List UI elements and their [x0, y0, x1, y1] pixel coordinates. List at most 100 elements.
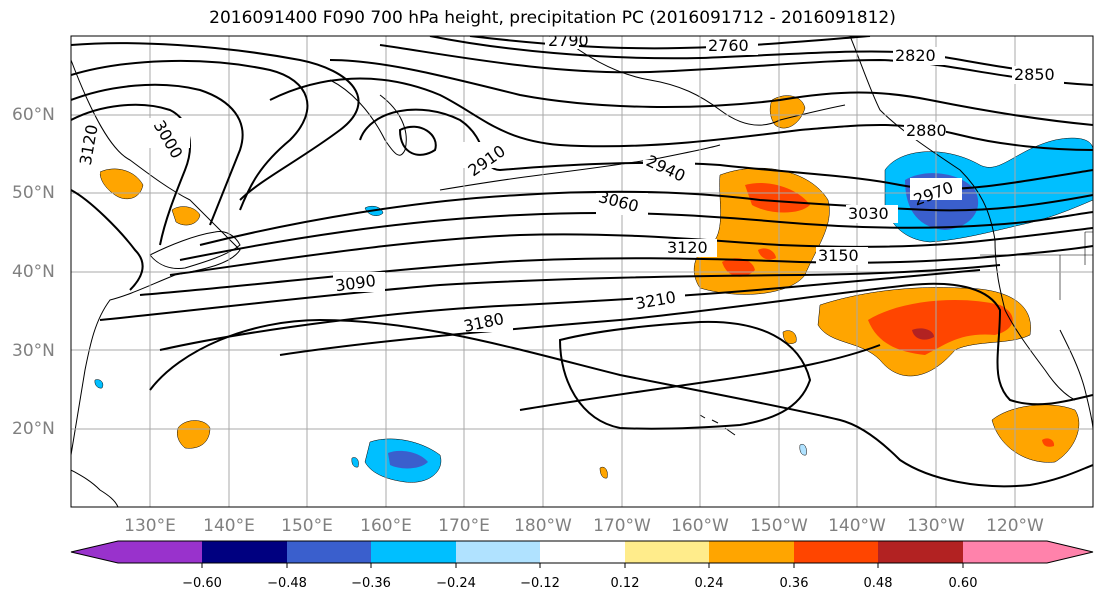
colorbar-tick-label: −0.48 [267, 576, 307, 591]
negative-anomaly-region [351, 457, 359, 468]
colorbar-tick-label: −0.24 [436, 576, 476, 591]
north-america-coastline [849, 36, 1076, 401]
negative-anomaly-core [388, 450, 428, 469]
positive-anomaly-region [782, 330, 797, 344]
colorbar-tick-label: 0.48 [864, 576, 893, 591]
colorbar-tick-label: 0.36 [780, 576, 809, 591]
lon-label: 160°W [671, 516, 729, 536]
contour-label: 2820 [895, 46, 936, 65]
contour-label: 2760 [708, 36, 749, 55]
contour-label: 3150 [818, 246, 859, 265]
contour-line [519, 344, 881, 411]
positive-anomaly-core [1042, 438, 1055, 447]
colorbar-tick-label: −0.60 [182, 576, 222, 591]
lon-label: 130°E [124, 516, 176, 536]
lat-label: 50°N [12, 183, 55, 203]
lon-label: 170°W [593, 516, 651, 536]
colorbar-tick-label: 0.12 [611, 576, 640, 591]
colorbar-segment [371, 541, 456, 563]
colorbar-extend-min [71, 541, 118, 563]
colorbar-segment [202, 541, 287, 563]
colorbar-segment [456, 541, 540, 563]
positive-anomaly-core [745, 182, 810, 213]
contour-line [429, 36, 1051, 73]
contour-label: 2790 [548, 31, 589, 50]
contour-line [398, 125, 437, 156]
lon-label: 140°W [828, 516, 886, 536]
lon-label: 160°E [360, 516, 412, 536]
contour-line [329, 59, 1093, 126]
contour-line [179, 211, 1093, 261]
contour-label: 3120 [667, 238, 708, 257]
height-contours [71, 36, 1093, 488]
colorbar [70, 540, 1094, 568]
contour-line [558, 320, 812, 430]
colorbar-ticks: −0.60 −0.48 −0.36 −0.24 −0.12 0.12 0.24 … [182, 576, 977, 591]
lat-label: 40°N [12, 262, 55, 282]
positive-anomaly-core [758, 248, 776, 260]
contour-line [149, 318, 1093, 488]
colorbar-tick-label: −0.36 [351, 576, 391, 591]
lat-label: 60°N [12, 105, 55, 125]
colorbar-segment [118, 541, 202, 563]
positive-anomaly-region [171, 206, 201, 226]
longitude-labels: 130°E 140°E 150°E 160°E 170°E 180°W 170°… [124, 516, 1044, 536]
colorbar-extend-max [1047, 541, 1093, 563]
positive-anomaly-region [991, 404, 1080, 463]
contour-line [71, 59, 309, 211]
positive-anomaly-region [99, 168, 144, 200]
kamchatka-coastline [329, 79, 407, 156]
alaska-coastline [559, 36, 846, 126]
philippines-coastline [71, 469, 119, 507]
contour-line [469, 36, 871, 50]
contour-label: 2850 [1014, 65, 1055, 84]
baja-coastline [1059, 329, 1093, 431]
contour-label: 3030 [848, 204, 889, 223]
lat-label: 30°N [12, 341, 55, 361]
precip-anomaly-fills [94, 95, 1093, 483]
lon-label: 150°W [750, 516, 808, 536]
colorbar-tick-label: 0.60 [949, 576, 978, 591]
positive-anomaly-region [599, 466, 608, 479]
lon-label: 150°E [281, 516, 333, 536]
contour-line [99, 264, 1001, 321]
negative-anomaly-region [799, 444, 807, 456]
colorbar-segment [794, 541, 878, 563]
map-frame [70, 35, 1094, 508]
colorbar-segment [540, 541, 625, 563]
colorbar-segment [709, 541, 794, 563]
lon-label: 180°W [514, 516, 572, 536]
lon-label: 120°W [986, 516, 1044, 536]
colorbar-segment [287, 541, 371, 563]
state-borders [980, 231, 1093, 300]
lon-label: 130°W [907, 516, 965, 536]
lat-label: 20°N [12, 419, 55, 439]
japan-coastline [149, 231, 241, 269]
contour-line [71, 83, 244, 226]
lon-label: 140°E [203, 516, 255, 536]
colorbar-tick-label: 0.24 [695, 576, 724, 591]
asia-coastline [71, 59, 241, 456]
contour-line [379, 44, 1093, 86]
latitude-labels: 60°N 50°N 40°N 30°N 20°N [12, 105, 55, 439]
colorbar-segment [878, 541, 963, 563]
map-title: 2016091400 F090 700 hPa height, precipit… [209, 8, 896, 28]
colorbar-outline [70, 540, 1094, 564]
coastlines [71, 36, 1093, 507]
contour-line [71, 42, 360, 201]
aleutian-islands [439, 144, 721, 191]
colorbar-tick-label: −0.12 [520, 576, 560, 591]
positive-anomaly-core [868, 300, 1013, 355]
colorbar-segment [625, 541, 709, 563]
contour-line [159, 269, 981, 351]
colorbar-segment [963, 541, 1047, 563]
contour-line [169, 227, 1093, 276]
negative-anomaly-region [94, 379, 104, 389]
contour-label: 2880 [906, 121, 947, 140]
contour-line [269, 77, 1093, 151]
contour-line [199, 190, 1093, 246]
lon-label: 170°E [438, 516, 490, 536]
positive-anomaly-core [912, 328, 934, 340]
positive-anomaly-region [177, 420, 211, 449]
